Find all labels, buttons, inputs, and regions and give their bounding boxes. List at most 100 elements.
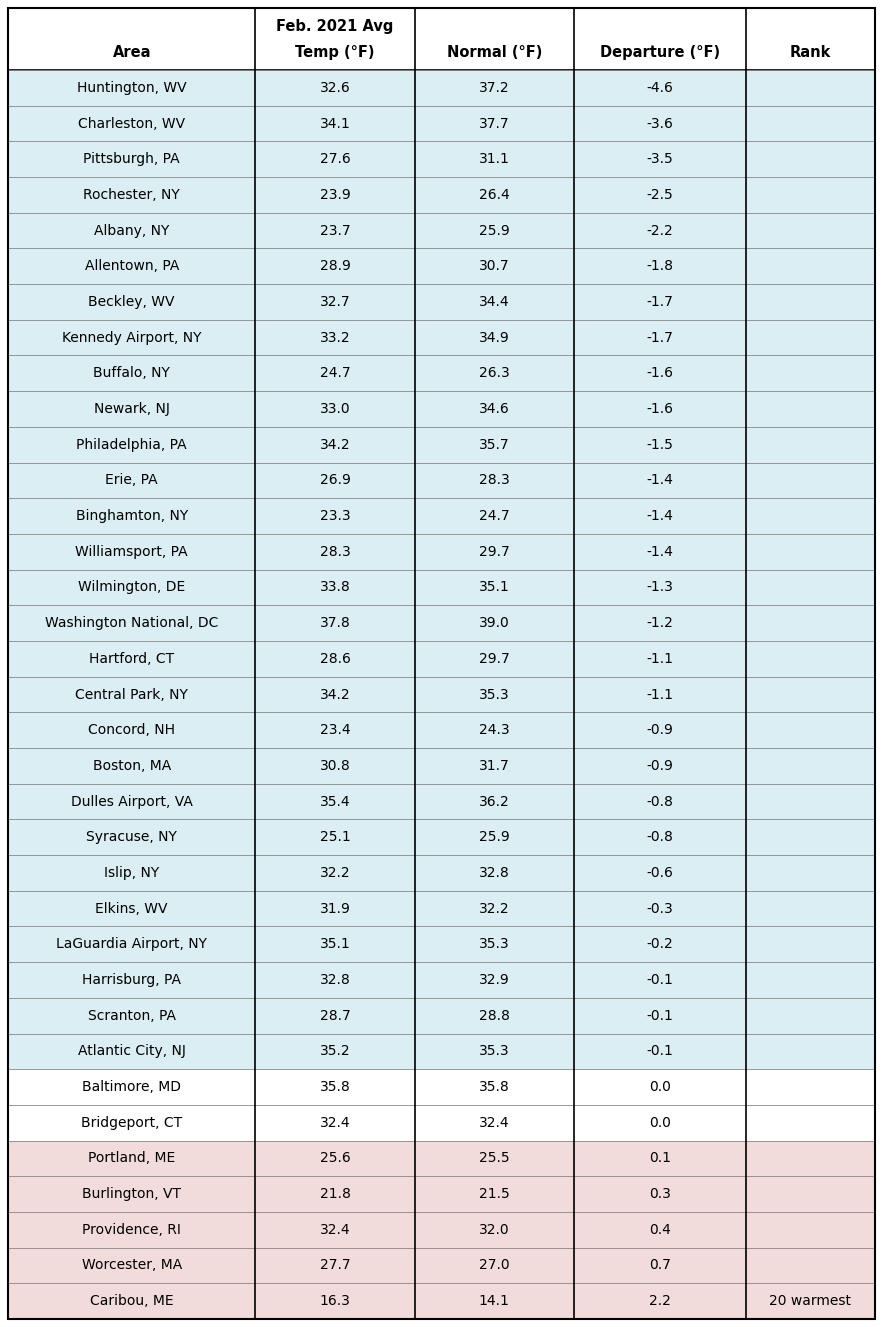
Text: 35.8: 35.8 bbox=[479, 1080, 509, 1093]
Text: Huntington, WV: Huntington, WV bbox=[77, 81, 186, 94]
Text: 25.9: 25.9 bbox=[479, 223, 509, 238]
Text: 25.6: 25.6 bbox=[320, 1152, 351, 1165]
Text: Harrisburg, PA: Harrisburg, PA bbox=[82, 973, 181, 987]
Bar bbox=[8, 569, 875, 605]
Text: 35.8: 35.8 bbox=[320, 1080, 351, 1093]
Text: -0.9: -0.9 bbox=[646, 723, 674, 738]
Text: 26.4: 26.4 bbox=[479, 188, 509, 202]
Text: Caribou, ME: Caribou, ME bbox=[90, 1294, 174, 1308]
Text: 32.4: 32.4 bbox=[320, 1116, 351, 1129]
Text: -0.8: -0.8 bbox=[646, 831, 674, 844]
Text: 28.3: 28.3 bbox=[479, 474, 509, 487]
Text: Departure (°F): Departure (°F) bbox=[600, 45, 720, 60]
Text: -3.6: -3.6 bbox=[646, 117, 674, 130]
Bar bbox=[8, 1141, 875, 1176]
Text: Central Park, NY: Central Park, NY bbox=[75, 687, 188, 702]
Text: 37.8: 37.8 bbox=[320, 616, 351, 630]
Text: -0.6: -0.6 bbox=[646, 867, 674, 880]
Text: -1.7: -1.7 bbox=[646, 295, 674, 309]
Text: 27.6: 27.6 bbox=[320, 153, 351, 166]
Text: Bridgeport, CT: Bridgeport, CT bbox=[81, 1116, 182, 1129]
Text: 34.6: 34.6 bbox=[479, 402, 509, 415]
Text: Providence, RI: Providence, RI bbox=[82, 1222, 181, 1237]
Text: Normal (°F): Normal (°F) bbox=[447, 45, 542, 60]
Text: 33.0: 33.0 bbox=[320, 402, 351, 415]
Text: 34.1: 34.1 bbox=[320, 117, 351, 130]
Bar bbox=[8, 890, 875, 926]
Bar bbox=[8, 8, 875, 70]
Bar bbox=[8, 1070, 875, 1105]
Text: Rank: Rank bbox=[789, 45, 831, 60]
Bar bbox=[8, 248, 875, 284]
Text: 28.8: 28.8 bbox=[479, 1009, 509, 1023]
Text: -1.5: -1.5 bbox=[646, 438, 674, 451]
Text: Dulles Airport, VA: Dulles Airport, VA bbox=[71, 795, 192, 808]
Bar bbox=[8, 962, 875, 998]
Bar bbox=[8, 212, 875, 248]
Text: 25.9: 25.9 bbox=[479, 831, 509, 844]
Bar bbox=[8, 320, 875, 356]
Text: 39.0: 39.0 bbox=[479, 616, 509, 630]
Text: Elkins, WV: Elkins, WV bbox=[95, 901, 168, 916]
Text: 23.4: 23.4 bbox=[320, 723, 351, 738]
Text: LaGuardia Airport, NY: LaGuardia Airport, NY bbox=[57, 937, 208, 951]
Text: 23.7: 23.7 bbox=[320, 223, 351, 238]
Text: 31.9: 31.9 bbox=[320, 901, 351, 916]
Text: 24.7: 24.7 bbox=[320, 366, 351, 381]
Text: 35.3: 35.3 bbox=[479, 937, 509, 951]
Text: -1.4: -1.4 bbox=[646, 510, 674, 523]
Text: 32.4: 32.4 bbox=[479, 1116, 509, 1129]
Bar bbox=[8, 641, 875, 677]
Text: Erie, PA: Erie, PA bbox=[105, 474, 158, 487]
Text: 23.9: 23.9 bbox=[320, 188, 351, 202]
Text: -1.1: -1.1 bbox=[646, 687, 674, 702]
Text: 23.3: 23.3 bbox=[320, 510, 351, 523]
Text: 31.7: 31.7 bbox=[479, 759, 509, 772]
Text: Concord, NH: Concord, NH bbox=[88, 723, 175, 738]
Text: Baltimore, MD: Baltimore, MD bbox=[82, 1080, 181, 1093]
Bar bbox=[8, 498, 875, 533]
Text: Albany, NY: Albany, NY bbox=[94, 223, 170, 238]
Text: Syracuse, NY: Syracuse, NY bbox=[87, 831, 177, 844]
Text: 21.8: 21.8 bbox=[320, 1188, 351, 1201]
Text: 28.3: 28.3 bbox=[320, 545, 351, 559]
Text: 32.4: 32.4 bbox=[320, 1222, 351, 1237]
Text: 29.7: 29.7 bbox=[479, 545, 509, 559]
Bar bbox=[8, 998, 875, 1034]
Text: Worcester, MA: Worcester, MA bbox=[81, 1258, 182, 1273]
Text: -0.1: -0.1 bbox=[646, 1009, 674, 1023]
Text: 35.3: 35.3 bbox=[479, 1044, 509, 1059]
Text: 32.2: 32.2 bbox=[320, 867, 351, 880]
Text: 35.1: 35.1 bbox=[479, 580, 509, 594]
Bar bbox=[8, 356, 875, 391]
Text: 37.2: 37.2 bbox=[479, 81, 509, 94]
Text: 28.9: 28.9 bbox=[320, 259, 351, 273]
Text: Buffalo, NY: Buffalo, NY bbox=[94, 366, 170, 381]
Text: -4.6: -4.6 bbox=[646, 81, 674, 94]
Text: 32.9: 32.9 bbox=[479, 973, 509, 987]
Text: -2.2: -2.2 bbox=[646, 223, 673, 238]
Text: -0.9: -0.9 bbox=[646, 759, 674, 772]
Text: -0.3: -0.3 bbox=[646, 901, 673, 916]
Text: Boston, MA: Boston, MA bbox=[93, 759, 170, 772]
Bar bbox=[8, 784, 875, 819]
Text: -0.1: -0.1 bbox=[646, 973, 674, 987]
Text: Hartford, CT: Hartford, CT bbox=[89, 652, 174, 666]
Bar bbox=[8, 1105, 875, 1141]
Text: Charleston, WV: Charleston, WV bbox=[78, 117, 185, 130]
Text: -1.3: -1.3 bbox=[646, 580, 674, 594]
Text: -1.8: -1.8 bbox=[646, 259, 674, 273]
Text: 32.2: 32.2 bbox=[479, 901, 509, 916]
Text: 30.7: 30.7 bbox=[479, 259, 509, 273]
Text: Portland, ME: Portland, ME bbox=[88, 1152, 176, 1165]
Bar bbox=[8, 1283, 875, 1319]
Text: 37.7: 37.7 bbox=[479, 117, 509, 130]
Text: 0.7: 0.7 bbox=[649, 1258, 671, 1273]
Text: 0.0: 0.0 bbox=[649, 1080, 671, 1093]
Text: 25.5: 25.5 bbox=[479, 1152, 509, 1165]
Text: 0.3: 0.3 bbox=[649, 1188, 671, 1201]
Text: 34.4: 34.4 bbox=[479, 295, 509, 309]
Text: 27.7: 27.7 bbox=[320, 1258, 351, 1273]
Bar bbox=[8, 926, 875, 962]
Bar bbox=[8, 1176, 875, 1212]
